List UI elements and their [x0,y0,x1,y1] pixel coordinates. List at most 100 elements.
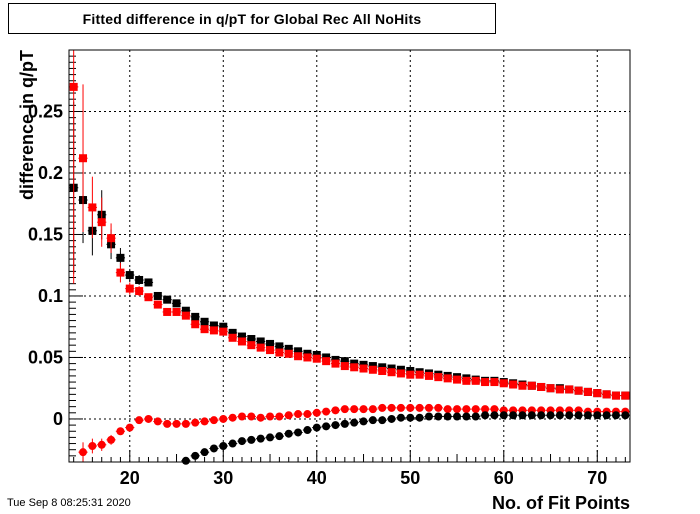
data-point [275,432,284,441]
x-tick-label: 70 [587,468,607,488]
data-point [453,412,462,421]
x-tick-label: 20 [120,468,140,488]
chart-title: Fitted difference in q/pT for Global Rec… [82,10,422,27]
data-point [200,417,209,426]
data-point [294,428,303,437]
data-point [256,337,265,346]
data-point [359,364,368,373]
data-point [266,339,275,348]
data-point [322,422,331,431]
data-point [163,307,172,316]
data-point [434,373,443,382]
data-point [443,405,452,414]
data-point [462,376,471,385]
data-point [237,332,246,341]
data-point [331,359,340,368]
data-point [125,284,134,293]
data-point [583,411,592,420]
grid-lines [69,50,630,462]
data-point [303,410,312,419]
data-point [509,411,518,420]
data-marks [69,50,630,465]
data-point [387,414,396,423]
data-point [219,414,228,423]
data-point [200,317,209,326]
data-point [153,417,162,426]
data-point [555,385,564,394]
series-1 [69,50,630,400]
data-point [294,352,303,361]
data-point [424,371,433,380]
data-point [191,451,200,460]
y-tick-label: 0.25 [28,101,63,121]
data-point [368,416,377,425]
data-point [247,435,256,444]
data-point [340,357,349,366]
data-point [331,421,340,430]
data-point [378,403,387,412]
data-point [284,344,293,353]
data-point [219,442,228,451]
y-tick-label: 0.1 [38,286,63,306]
data-point [340,405,349,414]
data-point [247,341,256,350]
data-point [443,412,452,421]
data-point [116,268,125,277]
data-point [396,403,405,412]
data-point [275,348,284,357]
data-point [144,278,153,287]
data-point [312,423,321,432]
data-point [471,412,480,421]
data-point [209,326,218,335]
data-point [340,419,349,428]
data-point [481,405,490,414]
data-point [275,412,284,421]
data-point [415,403,424,412]
data-point [181,311,190,320]
x-tick-label: 40 [307,468,327,488]
data-point [490,411,499,420]
data-point [256,343,265,352]
data-point [387,403,396,412]
data-point [583,387,592,396]
data-point [200,448,209,457]
data-point [611,391,620,400]
data-point [228,413,237,422]
data-point [191,312,200,321]
axis-ticks [69,55,626,463]
data-point [322,357,331,366]
data-point [219,322,228,331]
data-point [359,417,368,426]
data-point [312,408,321,417]
data-point [387,368,396,377]
data-point [593,411,602,420]
data-point [396,413,405,422]
data-point [153,300,162,309]
data-point [424,403,433,412]
x-tick-label: 30 [213,468,233,488]
data-point [144,414,153,423]
data-point [340,362,349,371]
data-point [350,418,359,427]
x-tick-label: 50 [400,468,420,488]
data-point [462,412,471,421]
data-point [331,406,340,415]
data-point [107,234,116,243]
data-point [378,416,387,425]
y-tick-label: 0.15 [28,224,63,244]
data-point [490,405,499,414]
data-point [116,253,125,262]
data-point [228,333,237,342]
data-point [209,416,218,425]
series-0 [69,101,630,400]
data-point [593,389,602,398]
data-point [172,419,181,428]
data-point [135,287,144,296]
data-point [135,416,144,425]
data-point [574,411,583,420]
data-point [303,426,312,435]
data-point [565,385,574,394]
data-point [322,407,331,416]
series-3 [181,411,630,465]
data-point [350,405,359,414]
